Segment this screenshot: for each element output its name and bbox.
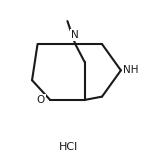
- Text: O: O: [37, 95, 45, 105]
- Text: HCl: HCl: [59, 142, 79, 152]
- Text: N: N: [71, 30, 79, 40]
- Text: NH: NH: [123, 65, 139, 75]
